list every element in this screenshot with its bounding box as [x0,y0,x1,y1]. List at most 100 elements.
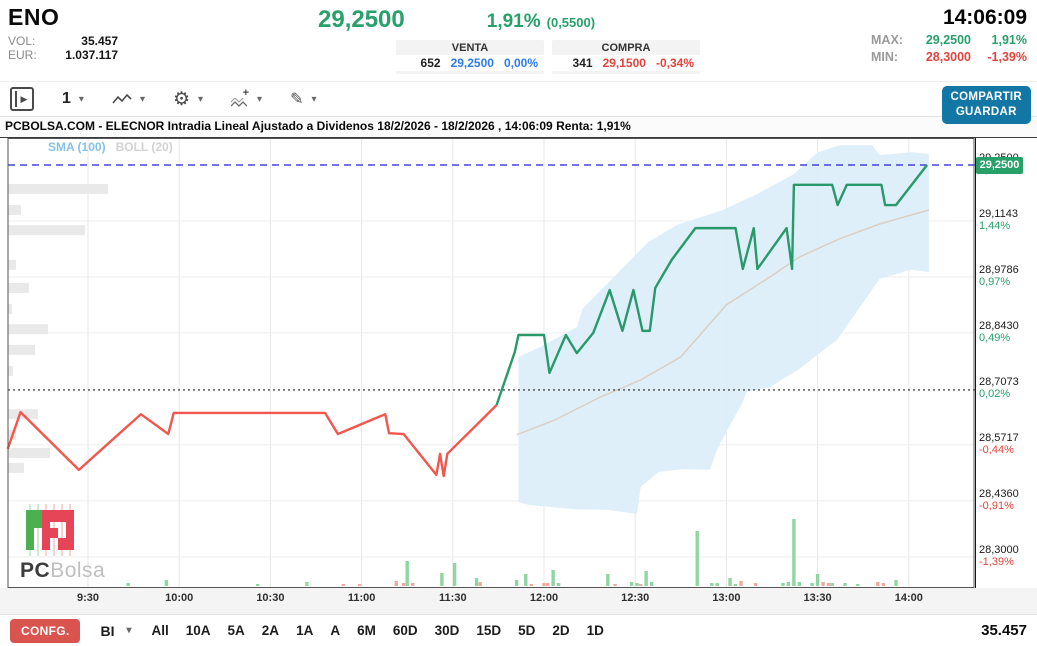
volume-bar [843,583,847,586]
range-button-15d[interactable]: 15D [476,623,502,638]
total-volume: 35.457 [981,622,1027,639]
chevron-down-icon: ▾ [78,93,84,105]
range-button-1d[interactable]: 1D [586,623,604,638]
volume-bar [255,584,260,586]
volume-bar [786,582,791,586]
chevron-down-icon: ▾ [139,93,145,105]
x-axis-tick: 12:30 [621,592,650,604]
legend-sma: SMA (100) [48,140,106,154]
x-axis-tick: 13:30 [803,592,832,604]
volume-bar [405,561,409,586]
price-chart[interactable] [0,138,975,588]
volume-bar [401,583,406,586]
add-indicator-icon: + [231,87,249,109]
clock: 14:06:09 [942,6,1027,29]
min-label: MIN: [871,50,899,64]
volume-bar [649,582,654,586]
share-label: COMPARTIR [950,91,1022,103]
venta-box: VENTA 652 29,2500 0,00% [396,40,544,74]
volume-bar [894,580,898,586]
symbol-ticker: ENO [8,4,60,30]
volume-bar [126,583,130,586]
volume-bar [856,584,860,586]
volume-bar [815,574,820,586]
volume-bar [629,582,634,586]
volume-bar [810,583,814,586]
compra-price: 29,1500 [602,56,646,70]
volume-bar [551,570,555,586]
volume-bar [341,584,346,586]
eur-label: EUR: [8,48,37,62]
volume-bar [556,583,561,586]
range-button-30d[interactable]: 30D [434,623,460,638]
period-select[interactable]: BI ▾ [100,623,131,639]
range-button-60d[interactable]: 60D [392,623,418,638]
logo-text-light: Bolsa [50,559,106,582]
volume-bar [739,581,743,586]
venta-header: VENTA [451,42,489,54]
panel-toggle-button[interactable]: ▶ [10,87,34,111]
pcbolsa-logo-text: PCBolsa [20,559,105,583]
compra-qty: 341 [572,56,593,70]
volume-bar [728,578,732,586]
volume-bar [644,571,648,586]
volume-bar [452,563,457,586]
volume-bar [830,583,834,586]
range-button-all[interactable]: All [151,623,169,638]
price-row: 29,2500 1,91% (0,5500) [318,6,595,34]
last-price: 29,2500 [318,6,405,33]
add-indicator-select[interactable]: + ▾ [231,87,262,109]
venta-price: 29,2500 [450,56,494,70]
chevron-down-icon: ▾ [126,625,132,636]
volume-bar [781,583,785,586]
bollinger-band [518,145,929,515]
period-value: BI [100,622,115,639]
range-button-5a[interactable]: 5A [227,623,245,638]
chart-type-select[interactable]: ▾ [112,92,145,106]
session-block: 14:06:09 MAX: 29,2500 1,91% MIN: 28,3000… [792,4,1029,81]
x-axis-tick: 11:00 [347,592,376,604]
volume-profile-bar [8,447,50,458]
config-button[interactable]: CONFG. [10,618,81,643]
price-axis-label: 28,7073 0,02% [979,375,1019,400]
quote-block: 29,2500 1,91% (0,5500) VENTA 652 29,2500… [178,4,792,81]
share-save-button[interactable]: COMPARTIR GUARDAR [941,86,1031,124]
x-axis-tick: 10:30 [256,592,285,604]
x-axis-tick: 10:00 [165,592,194,604]
min-pct: -1,39% [987,50,1027,64]
vol-label: VOL: [8,34,36,48]
range-button-6m[interactable]: 6M [357,623,376,638]
interval-select[interactable]: 1 ▾ [62,90,84,108]
draw-tools-select[interactable]: ✎ ▾ [290,89,316,109]
volume-bar [514,580,519,586]
volume-profile-bar [8,259,16,270]
volume-bar [394,581,398,586]
x-axis-tick: 9:30 [76,592,100,604]
volume-profile-bar [8,324,48,335]
volume-profile-bar [8,303,12,314]
range-button-2d[interactable]: 2D [552,623,570,638]
volume-bar [545,583,550,586]
chart-legend: SMA (100) BOLL (20) [48,140,173,154]
volume-bar [797,582,802,586]
range-button-2a[interactable]: 2A [261,623,280,638]
volume-bar [695,531,699,586]
range-buttons: All 10A 5A 2A 1A A 6M 60D 30D 15D 5D 2D 1D [152,623,604,638]
x-axis-tick: 14:00 [894,592,923,604]
price-axis-label: 28,9786 0,97% [979,263,1019,288]
range-button-a[interactable]: A [330,623,341,638]
max-label: MAX: [871,33,903,47]
settings-select[interactable]: ⚙ ▾ [173,90,203,109]
venta-qty: 652 [420,56,441,70]
volume-bar [638,584,643,586]
pcbolsa-logo-icon [26,504,74,556]
volume-bar [606,574,610,586]
range-button-5d[interactable]: 5D [518,623,536,638]
range-button-1a[interactable]: 1A [296,623,314,638]
chart-area[interactable]: SMA (100) BOLL (20) 29,2500 29,25001,91%2… [0,138,1037,588]
compra-header: COMPRA [601,42,651,54]
range-button-10a[interactable]: 10A [185,623,211,638]
volume-bar [635,583,639,586]
max-price: 29,2500 [925,33,971,47]
volume-bar [876,582,880,586]
